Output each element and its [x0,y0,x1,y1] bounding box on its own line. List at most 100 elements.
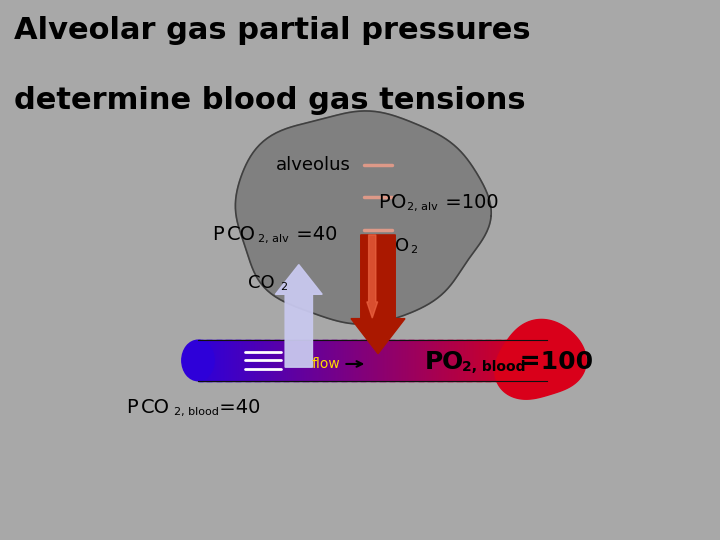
Bar [237,340,239,381]
Bar [377,340,379,381]
Bar [480,340,482,381]
FancyArrow shape [275,265,323,367]
Bar [236,340,238,381]
Bar [459,340,461,381]
Bar [228,340,230,381]
Bar [423,340,424,381]
Bar [385,340,387,381]
Text: P: P [212,225,224,245]
Bar [458,340,460,381]
Bar [439,340,441,381]
Bar [497,340,499,381]
Bar [224,340,225,381]
Bar [202,340,203,381]
Bar [486,340,487,381]
Bar [346,340,348,381]
Bar [277,340,279,381]
Bar [302,340,304,381]
Bar [529,340,531,381]
Bar [454,340,456,381]
Bar [517,340,519,381]
Bar [346,340,347,381]
Bar [332,340,334,381]
Bar [528,340,530,381]
Bar [294,340,296,381]
Bar [348,340,349,381]
Bar [436,340,438,381]
Bar [433,340,436,381]
Bar [204,340,207,381]
Bar [256,340,258,381]
Bar [411,340,413,381]
Text: 2: 2 [280,282,287,292]
Bar [313,340,315,381]
Bar [451,340,453,381]
Bar [445,340,446,381]
Bar [442,340,444,381]
Bar [513,340,515,381]
Bar [502,340,503,381]
Bar [425,340,426,381]
Bar [251,340,252,381]
Bar [289,340,290,381]
Bar [220,340,222,381]
Bar [333,340,335,381]
Bar [336,340,337,381]
Bar [361,340,363,381]
Bar [395,340,396,381]
Bar [437,340,438,381]
Bar [407,340,408,381]
Bar [387,340,389,381]
Bar [477,340,479,381]
Bar [293,340,294,381]
Bar [449,340,451,381]
Bar [279,340,280,381]
Text: alveolus: alveolus [276,156,351,174]
Bar [413,340,415,381]
Bar [254,340,256,381]
Bar [325,340,327,381]
Bar [230,340,232,381]
Bar [466,340,468,381]
Bar [214,340,215,381]
Bar [311,340,312,381]
Bar [440,340,442,381]
Bar [235,340,237,381]
Bar [200,340,202,381]
Bar [472,340,473,381]
Bar [402,340,404,381]
Bar [480,340,481,381]
Bar [474,340,477,381]
Bar [392,340,394,381]
Bar [500,340,503,381]
Bar [239,340,241,381]
Bar [299,340,300,381]
Bar [496,340,498,381]
Bar [464,340,467,381]
Bar [444,340,446,381]
Bar [269,340,270,381]
Bar [316,340,318,381]
Text: CO: CO [140,398,169,417]
Bar [527,340,529,381]
Bar [218,340,220,381]
Bar [438,340,440,381]
Bar [403,340,405,381]
Bar [478,340,480,381]
Bar [485,340,487,381]
Bar [469,340,471,381]
Bar [448,340,450,381]
Bar [315,340,317,381]
Bar [328,340,329,381]
Bar [248,340,250,381]
Bar [274,340,276,381]
Bar [389,340,391,381]
Bar [397,340,398,381]
Bar [328,340,330,381]
Bar [265,340,267,381]
Bar [310,340,312,381]
Bar [253,340,255,381]
Polygon shape [235,111,491,324]
Bar [351,340,353,381]
Text: CO: CO [227,225,256,245]
